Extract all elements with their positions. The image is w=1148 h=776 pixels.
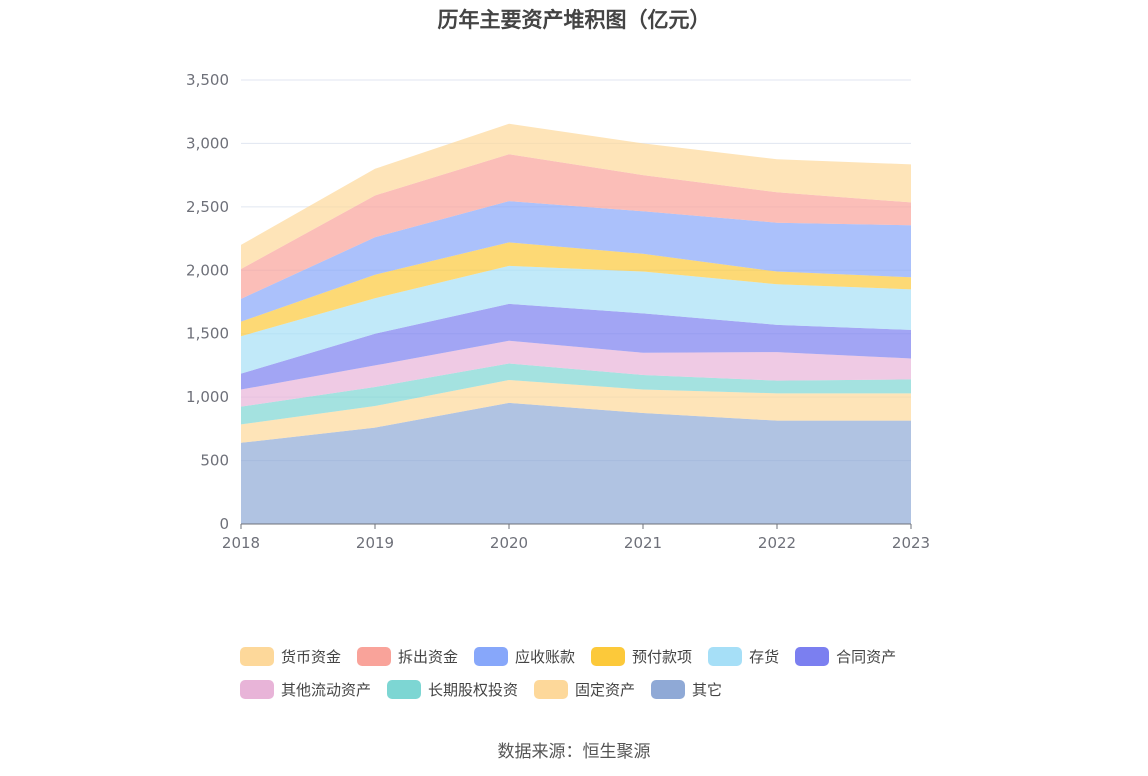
area-series-5: [241, 265, 911, 374]
legend-swatch: [591, 647, 626, 666]
legend-label: 固定资产: [575, 681, 636, 699]
legend-item[interactable]: 固定资产: [534, 679, 635, 700]
x-tick-label: 2023: [892, 534, 930, 552]
legend-row: 货币资金 拆出资金 应收账款 预付款项 存货 合同资产: [240, 640, 940, 673]
y-tick-label: 2,500: [186, 198, 229, 216]
chart-title: 历年主要资产堆积图（亿元）: [437, 8, 711, 32]
legend-label: 其他流动资产: [281, 681, 372, 699]
area-series: [241, 123, 911, 524]
legend-row: 其他流动资产 长期股权投资 固定资产 其它: [240, 673, 940, 706]
legend-item[interactable]: 存货: [708, 646, 779, 667]
legend-swatch: [387, 680, 422, 699]
area-series-8: [241, 154, 911, 299]
axes: 0 500 1,000 1,500 2,000 2,500 3,000 3,500 2018 20…: [186, 71, 930, 552]
legend-item[interactable]: 合同资产: [795, 646, 896, 667]
legend-label: 长期股权投资: [428, 681, 519, 699]
legend-label: 预付款项: [632, 648, 693, 666]
legend-item[interactable]: 拆出资金: [357, 646, 458, 667]
area-series-9: [241, 123, 911, 270]
y-tick-label: 1,000: [186, 388, 229, 406]
x-tick-label: 2022: [758, 534, 796, 552]
y-tick-label: 3,000: [186, 134, 229, 152]
x-tick-label: 2018: [222, 534, 260, 552]
area-series-7: [241, 201, 911, 322]
legend-swatch: [240, 680, 274, 699]
area-series-6: [241, 242, 911, 337]
x-tick-label: 2019: [356, 534, 394, 552]
legend-item[interactable]: 预付款项: [591, 646, 692, 667]
legend-label: 合同资产: [836, 648, 897, 666]
legend: 货币资金 拆出资金 应收账款 预付款项 存货 合同资产 其他流动资产 长期股权投资 固定资产其…: [240, 640, 940, 706]
data-source: 数据来源：恒生聚源: [497, 742, 651, 762]
legend-item[interactable]: 应收账款: [474, 646, 575, 667]
y-tick-label: 1,500: [186, 325, 229, 343]
legend-swatch: [651, 680, 686, 699]
area-series-4: [241, 303, 911, 390]
x-tick-label: 2020: [490, 534, 528, 552]
legend-swatch: [474, 647, 509, 666]
y-tick-label: 2,000: [186, 261, 229, 279]
area-series-1: [241, 380, 911, 443]
legend-label: 拆出资金: [398, 648, 459, 666]
y-tick-label: 0: [219, 515, 229, 533]
area-series-0: [241, 402, 911, 524]
legend-swatch: [534, 680, 569, 699]
legend-item[interactable]: 其它: [651, 679, 722, 700]
legend-swatch: [357, 647, 392, 666]
area-series-3: [241, 340, 911, 407]
legend-swatch: [795, 647, 830, 666]
area-series-2: [241, 363, 911, 425]
legend-swatch: [708, 647, 743, 666]
legend-label: 应收账款: [515, 648, 576, 666]
legend-label: 货币资金: [281, 648, 342, 666]
x-tick-label: 2021: [624, 534, 662, 552]
legend-item[interactable]: 长期股权投资: [387, 679, 518, 700]
stacked-area-chart: 0 500 1,000 1,500 2,000 2,500 3,000 3,500 2018 20…: [186, 71, 930, 552]
legend-swatch: [240, 647, 274, 666]
y-tick-label: 3,500: [186, 71, 229, 89]
y-tick-label: 500: [200, 452, 229, 470]
legend-label: 其它: [692, 681, 723, 699]
legend-item[interactable]: 货币资金: [240, 646, 341, 667]
legend-label: 存货: [749, 648, 780, 666]
legend-item[interactable]: 其他流动资产: [240, 679, 371, 700]
